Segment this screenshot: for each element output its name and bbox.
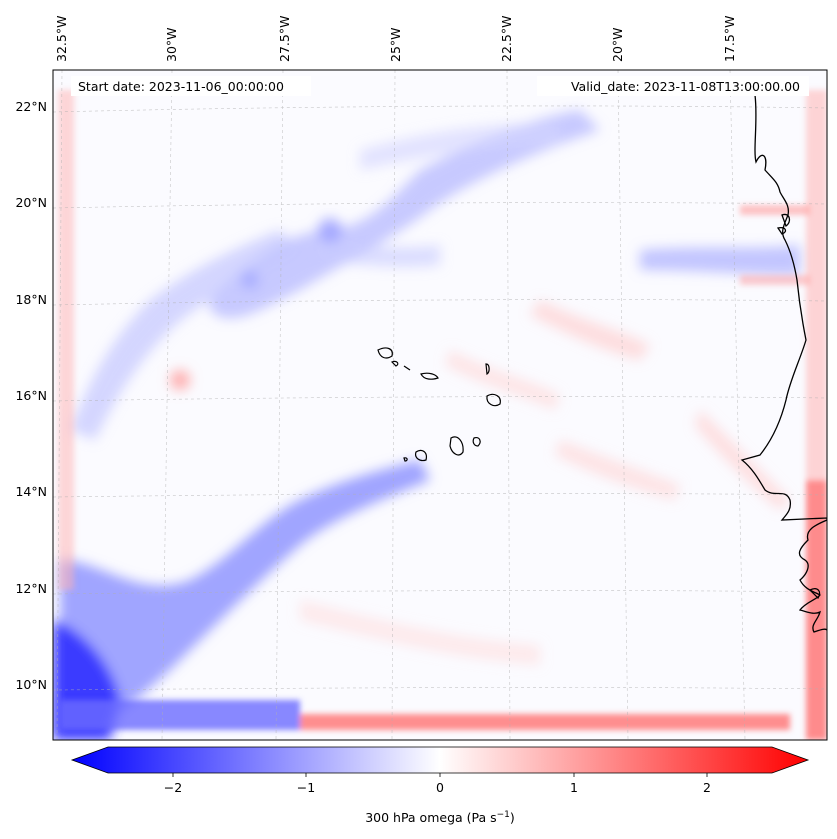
- lon-label: 25°W: [388, 27, 403, 62]
- cape-verde-islands: [377, 347, 501, 462]
- colorbar-tick-label: −1: [297, 780, 315, 795]
- lon-label: 20°W: [610, 27, 625, 62]
- header-labels: Start date: 2023-11-06_00:00:00 Valid_da…: [71, 76, 809, 96]
- start-date-label: Start date: 2023-11-06_00:00:00: [78, 79, 284, 94]
- lat-label: 16°N: [15, 388, 47, 403]
- colorbar-tick-label: −2: [164, 780, 182, 795]
- map-frame: [52, 69, 828, 741]
- colorbar: −2 −1 0 1 2 300 hPa omega (Pa s−1): [70, 746, 810, 825]
- colorbar-label-exponent: −1: [497, 810, 510, 820]
- colorbar-tick-label: 0: [436, 780, 444, 795]
- lat-label: 18°N: [15, 292, 47, 307]
- colorbar-tick-label: 2: [703, 780, 711, 795]
- lat-label: 10°N: [15, 677, 47, 692]
- longitude-labels: 32.5°W 30°W 27.5°W 25°W 22.5°W 20°W 17.5…: [54, 16, 737, 62]
- colorbar-label-end: ): [510, 810, 515, 825]
- lon-label: 32.5°W: [54, 16, 69, 62]
- lat-label: 22°N: [15, 99, 47, 114]
- colorbar-ticks: [172, 773, 708, 777]
- colorbar-bar: [70, 746, 810, 774]
- colorbar-label: 300 hPa omega (Pa s−1): [365, 810, 515, 825]
- latitude-labels: 22°N 20°N 18°N 16°N 14°N 12°N 10°N: [15, 99, 47, 692]
- coastline: [740, 94, 827, 633]
- omega-field: [53, 90, 827, 740]
- valid-date-label: Valid_date: 2023-11-08T13:00:00.00: [571, 79, 800, 94]
- lon-label: 22.5°W: [499, 16, 514, 62]
- edge-artifacts: [58, 90, 827, 740]
- lat-label: 12°N: [15, 581, 47, 596]
- ascent-bands: [53, 110, 800, 740]
- colorbar-tick-label: 1: [570, 780, 578, 795]
- lat-label: 14°N: [15, 484, 47, 499]
- map-panel: Start date: 2023-11-06_00:00:00 Valid_da…: [53, 70, 827, 740]
- lon-label: 30°W: [164, 27, 179, 62]
- gridlines: [53, 70, 827, 740]
- colorbar-label-main: 300 hPa omega (Pa s: [365, 810, 496, 825]
- lon-label: 17.5°W: [722, 16, 737, 62]
- lon-label: 27.5°W: [277, 16, 292, 62]
- lat-label: 20°N: [15, 195, 47, 210]
